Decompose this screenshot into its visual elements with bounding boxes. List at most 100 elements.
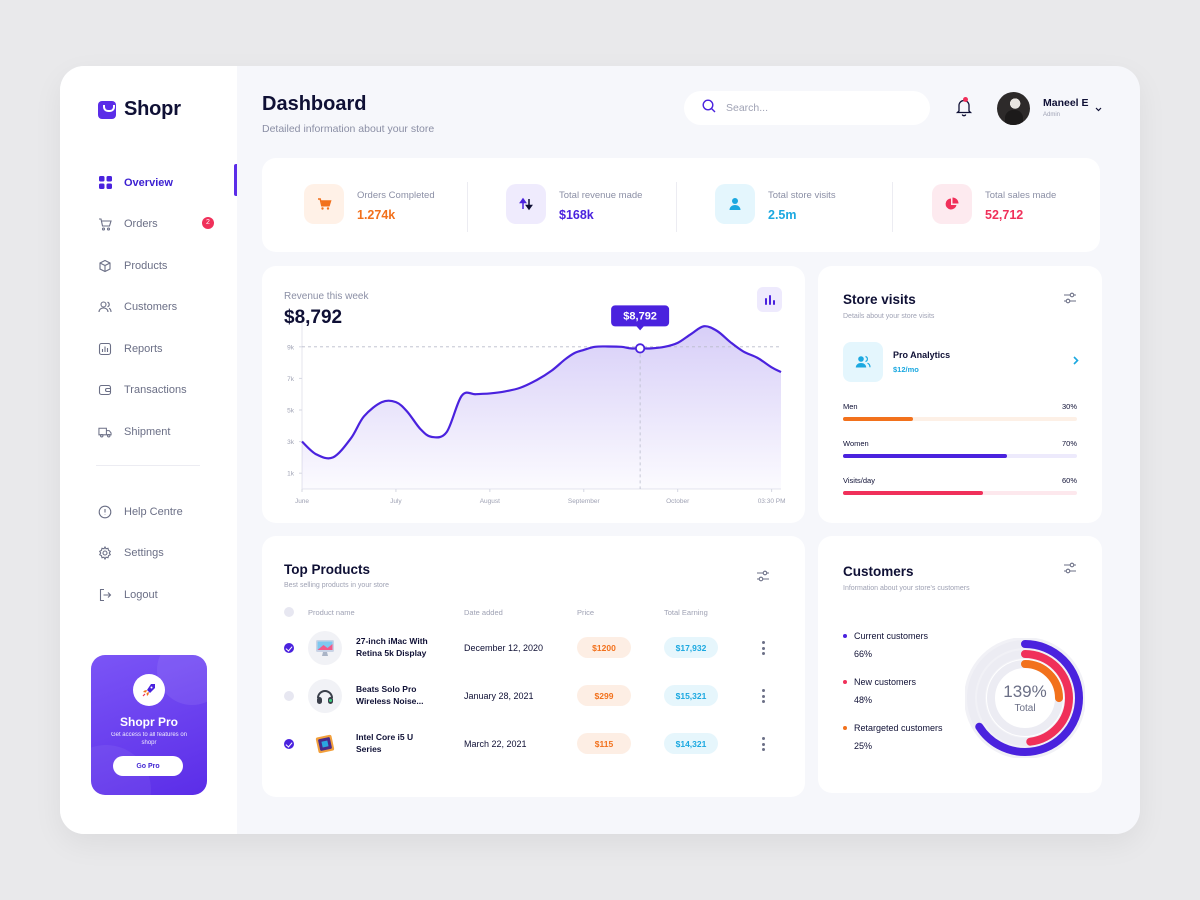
bar-value: 70% bbox=[1061, 439, 1077, 448]
stat-label: Orders Completed bbox=[357, 190, 435, 201]
sidebar-item-products[interactable]: Products bbox=[98, 245, 237, 287]
bar-track bbox=[843, 417, 1077, 421]
headphones-icon bbox=[308, 679, 342, 713]
more-options-icon[interactable] bbox=[761, 689, 765, 703]
donut-segment bbox=[987, 660, 1063, 736]
product-price: $115 bbox=[577, 733, 631, 754]
sidebar-item-reports[interactable]: Reports bbox=[98, 328, 237, 370]
sidebar-item-label: Products bbox=[124, 259, 168, 272]
sidebar-item-help-centre[interactable]: Help Centre bbox=[98, 491, 237, 533]
promo-title: Shopr Pro bbox=[119, 715, 178, 729]
page-subtitle: Detailed information about your store bbox=[262, 123, 435, 135]
row-checkbox[interactable] bbox=[284, 643, 294, 653]
filter-icon[interactable] bbox=[1063, 561, 1077, 575]
select-all-checkbox[interactable] bbox=[284, 607, 294, 617]
pro-analytics-row[interactable]: Pro Analytics $12/mo bbox=[843, 342, 1079, 382]
product-price: $1200 bbox=[577, 637, 631, 658]
donut-segment bbox=[977, 650, 1073, 746]
card-title: Top Products bbox=[284, 562, 370, 577]
table-row[interactable]: Intel Core i5 U Series March 22, 2021 $1… bbox=[262, 722, 805, 766]
donut-total-value: 139% bbox=[1003, 682, 1047, 701]
legend-dot bbox=[843, 680, 847, 684]
legend-dot bbox=[843, 634, 847, 638]
legend-item: Current customers 66% bbox=[843, 631, 928, 659]
stat-divider bbox=[467, 182, 468, 232]
bar-fill bbox=[843, 491, 984, 495]
column-header[interactable]: Total Earning bbox=[664, 608, 708, 617]
row-checkbox[interactable] bbox=[284, 739, 294, 749]
donut-total-label: Total bbox=[1014, 703, 1036, 714]
highlight-point[interactable] bbox=[635, 343, 646, 354]
bar-fill bbox=[843, 454, 1007, 458]
product-date: March 22, 2021 bbox=[464, 739, 527, 749]
more-options-icon[interactable] bbox=[761, 737, 765, 751]
imac-icon bbox=[308, 631, 342, 665]
promo-subtitle: Get access to all features on shopr bbox=[110, 732, 188, 746]
stat-divider bbox=[676, 182, 677, 232]
donut-center bbox=[996, 669, 1054, 727]
shopping-bag-icon bbox=[98, 100, 116, 119]
app-name: Shopr bbox=[124, 98, 181, 120]
legend-dot bbox=[843, 726, 847, 730]
sidebar-item-customers[interactable]: Customers bbox=[98, 287, 237, 329]
search-bar[interactable] bbox=[684, 91, 930, 125]
cart-icon bbox=[98, 217, 112, 231]
x-tick-label: June bbox=[295, 498, 309, 505]
column-header[interactable]: Price bbox=[577, 608, 595, 617]
table-row[interactable]: 27-inch iMac With Retina 5k Display Dece… bbox=[262, 626, 805, 670]
logout-icon bbox=[98, 588, 112, 602]
logo[interactable]: Shopr bbox=[98, 98, 181, 121]
sidebar-item-shipment[interactable]: Shipment bbox=[98, 411, 237, 453]
visit-bar-women: Women 70% bbox=[843, 439, 1077, 458]
user-name[interactable]: Maneel E bbox=[1043, 97, 1089, 109]
x-tick-label: July bbox=[390, 498, 402, 505]
filter-icon[interactable] bbox=[1063, 291, 1077, 305]
user-icon bbox=[715, 184, 755, 224]
column-header[interactable]: Date added bbox=[464, 608, 503, 617]
customers-donut-chart bbox=[965, 638, 1085, 758]
sidebar-item-label: Help Centre bbox=[124, 505, 183, 518]
y-tick-label: 3k bbox=[287, 439, 295, 446]
sidebar-item-label: Overview bbox=[124, 176, 173, 189]
sidebar-divider bbox=[96, 465, 200, 466]
rocket-icon bbox=[133, 674, 165, 706]
card-title: Store visits bbox=[843, 292, 916, 307]
filter-icon[interactable] bbox=[756, 569, 770, 583]
sidebar-item-label: Logout bbox=[124, 588, 158, 601]
stat-orders-completed: Orders Completed 1.274k bbox=[304, 184, 435, 224]
revenue-chart: 1k 3k 5k 7k 9k June July August September October… bbox=[287, 305, 786, 505]
sidebar-item-label: Settings bbox=[124, 547, 164, 560]
bar-chart-icon[interactable] bbox=[757, 287, 782, 312]
column-header[interactable]: Product name bbox=[308, 608, 355, 617]
stat-label: Total store visits bbox=[768, 190, 836, 201]
sidebar-item-logout[interactable]: Logout bbox=[98, 574, 237, 616]
users-icon bbox=[98, 300, 112, 314]
sidebar-item-overview[interactable]: Overview bbox=[98, 162, 237, 204]
stat-value: $168k bbox=[559, 208, 594, 222]
product-date: December 12, 2020 bbox=[464, 643, 544, 653]
sidebar-item-orders[interactable]: Orders 2 bbox=[98, 204, 237, 246]
chevron-down-icon[interactable] bbox=[1095, 99, 1102, 117]
stat-total-sales: Total sales made 52,712 bbox=[932, 184, 1056, 224]
table-row[interactable]: Beats Solo Pro Wireless Noise... January… bbox=[262, 674, 805, 718]
wallet-icon bbox=[98, 383, 112, 397]
product-name: 27-inch iMac With Retina 5k Display bbox=[356, 636, 428, 658]
avatar[interactable] bbox=[997, 92, 1030, 125]
bar-value: 60% bbox=[1061, 476, 1077, 485]
sidebar: Shopr Overview Orders 2 Products bbox=[60, 66, 237, 834]
row-checkbox[interactable] bbox=[284, 691, 294, 701]
more-options-icon[interactable] bbox=[761, 641, 765, 655]
sidebar-item-settings[interactable]: Settings bbox=[98, 533, 237, 575]
orders-count-badge: 2 bbox=[202, 216, 214, 229]
sidebar-item-transactions[interactable]: Transactions bbox=[98, 370, 237, 412]
go-pro-button[interactable]: Go Pro bbox=[113, 756, 183, 776]
bar-track bbox=[843, 491, 1077, 495]
search-input[interactable] bbox=[726, 102, 906, 114]
product-earning: $17,932 bbox=[664, 637, 718, 658]
chart-tooltip: $8,792 bbox=[611, 305, 670, 331]
page-title: Dashboard bbox=[262, 93, 367, 115]
chevron-right-icon[interactable] bbox=[1073, 356, 1079, 368]
y-tick-label: 7k bbox=[287, 376, 295, 383]
stat-value: 52,712 bbox=[985, 208, 1024, 222]
x-tick-label: 03:30 PM bbox=[758, 498, 786, 505]
